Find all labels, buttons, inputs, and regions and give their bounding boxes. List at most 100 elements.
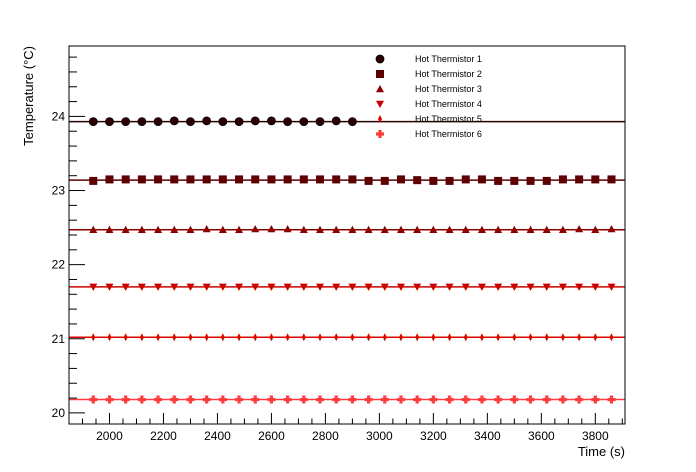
legend-marker-series-3 [376, 85, 384, 93]
data-point-series-4 [607, 283, 616, 291]
data-point-series-2 [429, 176, 438, 185]
data-point-series-3 [202, 225, 211, 233]
data-point-series-4 [170, 283, 179, 291]
legend-label-series-2: Hot Thermistor 2 [415, 69, 482, 79]
data-point-series-3 [380, 225, 389, 234]
data-point-series-4 [202, 283, 211, 291]
data-point-series-6 [542, 395, 551, 404]
data-point-series-5 [528, 333, 533, 342]
data-point-series-1 [88, 117, 98, 126]
data-point-series-2 [218, 175, 227, 184]
data-point-series-3 [558, 225, 567, 234]
data-point-series-3 [510, 225, 519, 234]
data-point-series-2 [364, 176, 373, 185]
data-point-series-5 [398, 333, 403, 342]
data-point-series-6 [299, 395, 308, 404]
data-point-series-3 [283, 225, 292, 233]
data-point-series-6 [607, 395, 616, 404]
data-point-series-5 [560, 333, 565, 342]
data-point-series-2 [316, 175, 325, 184]
data-point-series-4 [121, 283, 130, 291]
data-point-series-6 [396, 395, 405, 404]
data-point-series-3 [105, 225, 114, 234]
data-point-series-3 [316, 225, 325, 234]
data-point-series-1 [186, 117, 195, 126]
data-point-series-5 [139, 333, 144, 342]
data-point-series-5 [431, 333, 436, 342]
data-point-series-3 [137, 225, 146, 234]
data-point-series-2 [105, 175, 114, 184]
data-point-series-3 [364, 225, 373, 234]
data-point-series-3 [526, 225, 535, 234]
data-markers [88, 116, 616, 404]
data-point-series-1 [283, 117, 293, 126]
x-tick-label: 3200 [420, 429, 447, 443]
data-point-series-5 [91, 333, 96, 342]
data-point-series-4 [477, 283, 486, 291]
data-point-series-2 [251, 175, 260, 184]
data-point-series-6 [526, 395, 535, 404]
legend-label-series-3: Hot Thermistor 3 [415, 84, 482, 94]
data-point-series-5 [512, 333, 517, 342]
data-point-series-6 [591, 395, 600, 404]
data-point-series-1 [234, 117, 244, 126]
data-point-series-4 [542, 283, 551, 291]
data-point-series-4 [316, 283, 325, 291]
y-axis-label: Temperature (°C) [21, 46, 36, 146]
data-point-series-4 [299, 283, 308, 291]
data-point-series-3 [575, 225, 584, 233]
data-point-series-3 [332, 225, 341, 234]
data-point-series-3 [348, 225, 357, 234]
data-point-series-5 [318, 333, 323, 342]
data-point-series-3 [461, 225, 470, 234]
data-point-series-5 [269, 333, 274, 342]
x-tick-label: 3400 [474, 429, 501, 443]
data-point-series-6 [494, 395, 503, 404]
data-point-series-5 [366, 333, 371, 342]
data-point-series-2 [154, 175, 163, 184]
data-point-series-2 [510, 176, 519, 185]
data-point-series-5 [463, 333, 468, 342]
data-point-series-5 [382, 333, 387, 342]
data-point-series-6 [202, 395, 211, 404]
data-point-series-2 [607, 175, 616, 184]
data-point-series-2 [575, 175, 584, 184]
data-point-series-6 [575, 395, 584, 404]
data-point-series-5 [285, 333, 290, 342]
data-point-series-2 [89, 176, 98, 185]
x-tick-label: 2600 [258, 429, 285, 443]
data-point-series-4 [591, 283, 600, 291]
data-point-series-4 [461, 283, 470, 291]
data-point-series-5 [253, 333, 258, 342]
data-point-series-4 [186, 283, 195, 291]
legend-label-series-5: Hot Thermistor 5 [415, 114, 482, 124]
legend-marker-series-6 [376, 130, 384, 138]
data-point-series-6 [380, 395, 389, 404]
data-point-series-4 [364, 283, 373, 291]
data-point-series-2 [299, 175, 308, 184]
data-point-series-5 [172, 333, 177, 342]
data-point-series-6 [283, 395, 292, 404]
data-point-series-3 [494, 225, 503, 234]
data-point-series-2 [494, 176, 503, 185]
data-point-series-2 [542, 176, 551, 185]
data-point-series-2 [477, 175, 486, 184]
data-point-series-1 [331, 116, 341, 126]
data-point-series-1 [315, 117, 325, 126]
data-point-series-4 [380, 283, 389, 291]
data-point-series-4 [494, 283, 503, 291]
y-tick-label: 20 [52, 406, 66, 420]
data-point-series-6 [316, 395, 325, 404]
data-point-series-5 [301, 333, 306, 342]
data-point-series-2 [186, 175, 195, 184]
y-tick-label: 23 [52, 184, 66, 198]
data-point-series-1 [218, 117, 228, 126]
data-point-series-4 [267, 283, 276, 291]
y-tick-label: 22 [52, 258, 66, 272]
data-point-series-5 [156, 333, 161, 342]
data-point-series-6 [235, 395, 244, 404]
data-point-series-5 [609, 333, 614, 342]
data-point-series-4 [558, 283, 567, 291]
data-point-series-2 [283, 175, 292, 184]
